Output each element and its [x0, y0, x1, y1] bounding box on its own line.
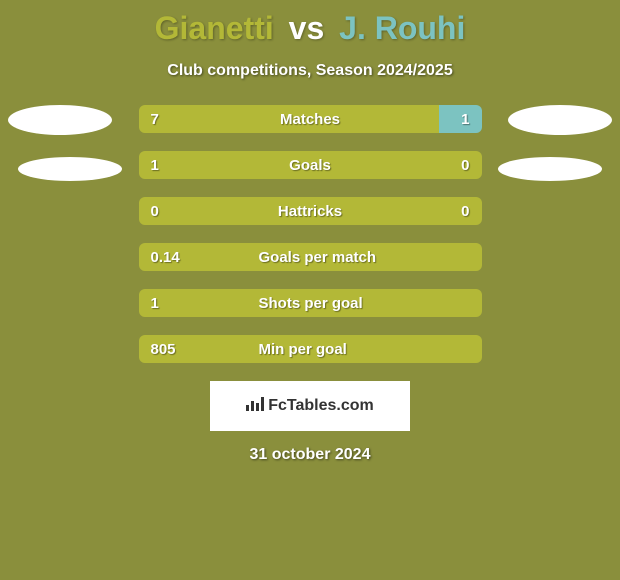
player2-avatar-1 [508, 105, 612, 135]
stat-label: Hattricks [278, 203, 342, 220]
stat-label: Goals per match [259, 249, 377, 266]
vs-separator: vs [289, 10, 325, 46]
chart-icon [246, 397, 264, 416]
logo-box: FcTables.com [210, 381, 410, 431]
player1-value: 805 [151, 341, 176, 358]
stat-label: Min per goal [259, 341, 347, 358]
stat-label: Shots per goal [259, 295, 363, 312]
player1-avatar-2 [18, 157, 122, 181]
stat-label: Matches [280, 111, 340, 128]
date-text: 31 october 2024 [0, 446, 620, 464]
stat-row-2: 0 0 Hattricks [139, 197, 482, 225]
page-title: Gianetti vs J. Rouhi [0, 0, 620, 47]
stat-row-5: 805 Min per goal [139, 335, 482, 363]
player2-avatar-2 [498, 157, 602, 181]
player2-value: 0 [461, 203, 469, 220]
stat-label: Goals [289, 157, 331, 174]
logo-text: FcTables.com [268, 397, 374, 415]
stat-row-4: 1 Shots per goal [139, 289, 482, 317]
player1-value: 7 [151, 111, 159, 128]
player2-value: 1 [461, 111, 469, 128]
stat-row-0: 7 1 Matches [139, 105, 482, 133]
subtitle: Club competitions, Season 2024/2025 [0, 62, 620, 80]
player1-avatar-1 [8, 105, 112, 135]
stat-bars: 7 1 Matches 1 0 Goals 0 0 Hattricks 0.14 Goals per… [139, 105, 482, 363]
player1-value: 0.14 [151, 249, 180, 266]
player1-name: Gianetti [155, 10, 274, 46]
player1-value: 1 [151, 295, 159, 312]
stat-row-1: 1 0 Goals [139, 151, 482, 179]
player2-name: J. Rouhi [339, 10, 465, 46]
stat-row-3: 0.14 Goals per match [139, 243, 482, 271]
player2-value: 0 [461, 157, 469, 174]
chart-area: 7 1 Matches 1 0 Goals 0 0 Hattricks 0.14 Goals per… [0, 105, 620, 363]
player1-value: 1 [151, 157, 159, 174]
comparison-infographic: Gianetti vs J. Rouhi Club competitions, … [0, 0, 620, 580]
player1-value: 0 [151, 203, 159, 220]
